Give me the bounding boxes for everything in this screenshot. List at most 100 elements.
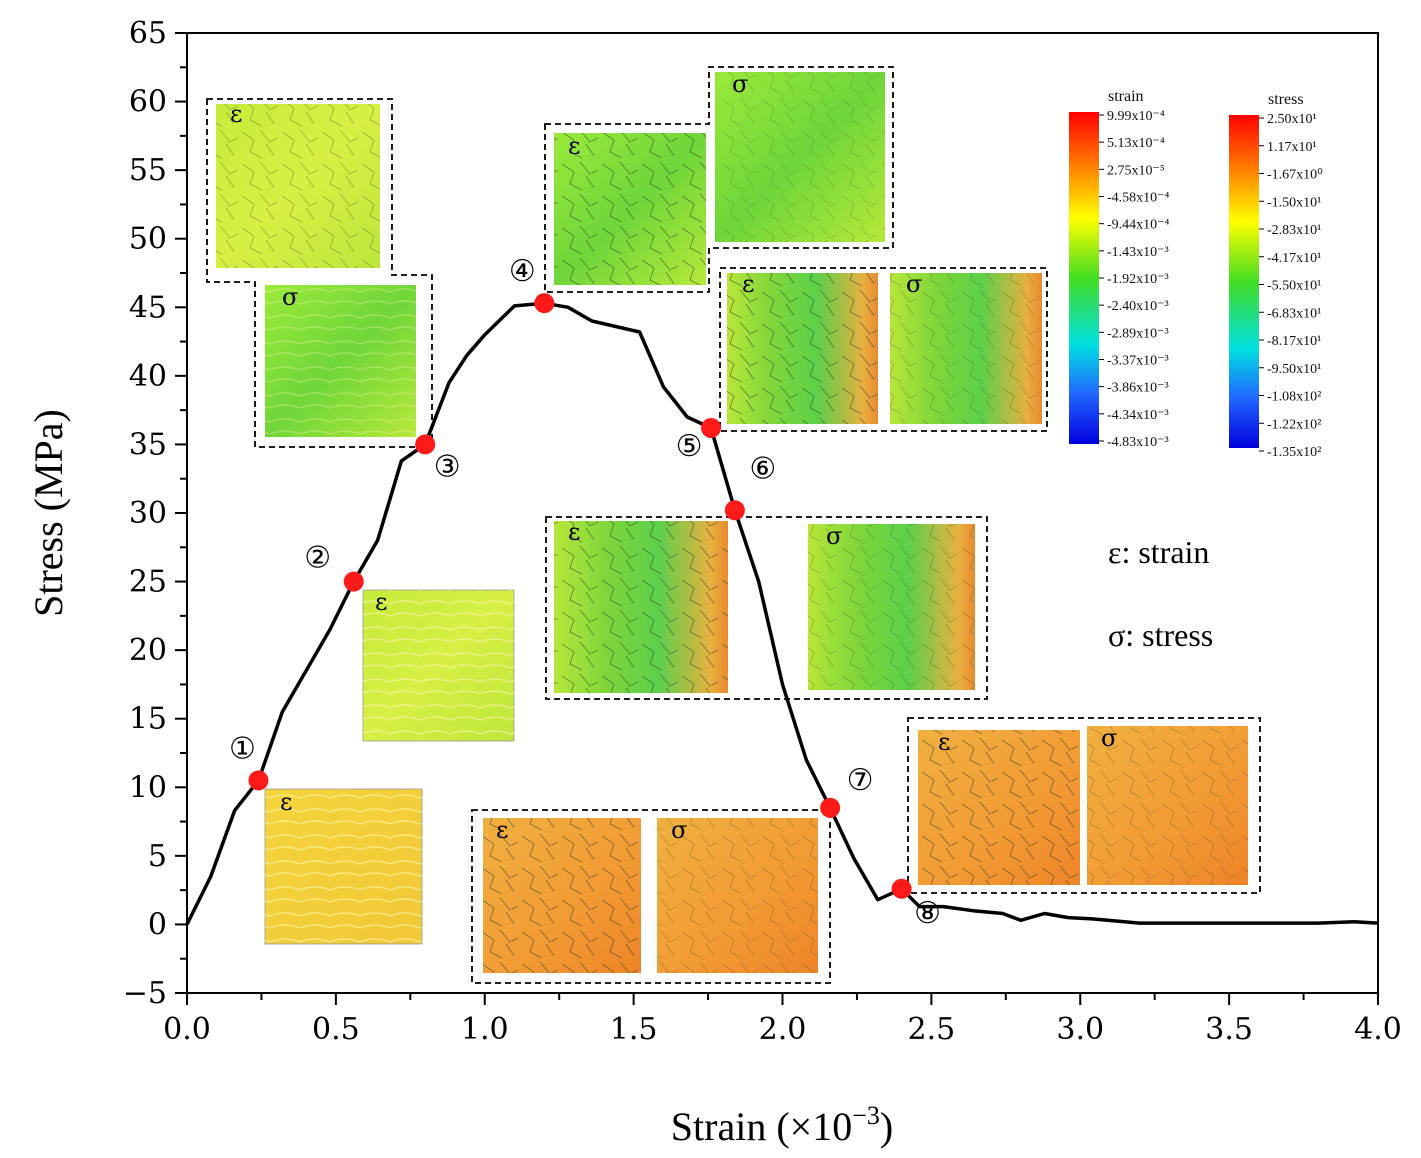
contour-texture xyxy=(715,72,885,242)
contour-texture xyxy=(363,590,514,741)
y-tick-label: 60 xyxy=(129,85,167,120)
colorbar-label: -8.17x10¹ xyxy=(1267,334,1321,349)
strain-colorbar: strain 9.99x10⁻⁴ 5.13x10⁻⁴ 2.75x10⁻⁵ -4.58x… xyxy=(1069,88,1170,450)
data-point-label: ⑥ xyxy=(749,451,776,486)
x-axis-title: Strain (×10−3) xyxy=(671,1101,893,1149)
contour-panels: ε ε ε σ ε σ xyxy=(206,66,1261,984)
colorbar-label: -3.37x10⁻³ xyxy=(1107,354,1169,369)
panel-epsilon-symbol: ε xyxy=(568,132,580,160)
y-axis-title: Stress (MPa) xyxy=(26,409,71,617)
colorbar-label: -4.83x10⁻³ xyxy=(1107,435,1169,450)
data-point-marker xyxy=(534,293,555,314)
colorbar-title: strain xyxy=(1108,88,1144,105)
panel-sigma-symbol: σ xyxy=(1101,724,1117,752)
y-tick-label: 55 xyxy=(129,153,167,188)
panel-sigma-symbol: σ xyxy=(732,70,748,98)
colorbar-label: 5.13x10⁻⁴ xyxy=(1107,136,1165,151)
key-stress: σ: stress xyxy=(1108,617,1213,653)
data-point-marker xyxy=(820,797,841,818)
contour-texture xyxy=(727,273,878,424)
y-tick-label: 40 xyxy=(129,359,167,394)
panel-sigma-symbol: σ xyxy=(906,270,922,298)
y-axis-ticks xyxy=(175,32,187,994)
data-point-marker xyxy=(701,417,722,438)
panel-dashed-border xyxy=(907,717,1261,894)
colorbar-label: -1.67x10⁰ xyxy=(1267,168,1323,183)
x-tick-label: 4.0 xyxy=(1354,1012,1402,1047)
colorbar-label: -1.92x10⁻³ xyxy=(1107,272,1169,287)
data-point-marker xyxy=(343,571,364,592)
y-tick-label: 30 xyxy=(129,496,167,531)
panel-sigma-symbol: σ xyxy=(671,816,687,844)
x-tick-label: 0.0 xyxy=(163,1012,211,1047)
contour-texture xyxy=(1087,726,1248,885)
panel-dashed-border xyxy=(545,516,988,700)
x-tick-label: 2.5 xyxy=(908,1012,956,1047)
panel-sigma-symbol: σ xyxy=(826,522,842,550)
x-tick-label: 0.5 xyxy=(312,1012,360,1047)
x-axis-ticks xyxy=(186,993,1379,1005)
data-point-label: ⑧ xyxy=(914,896,941,931)
data-point-label: ④ xyxy=(509,254,536,289)
panel-dashed-border xyxy=(719,267,1048,432)
panel-epsilon-symbol: ε xyxy=(230,100,242,128)
data-point-label: ⑦ xyxy=(847,763,874,798)
x-axis-title-close: ) xyxy=(880,1104,893,1149)
stress-colorbar: stress 2.50x10¹ 1.17x10¹ -1.67x10⁰ -1.50x10… xyxy=(1229,91,1323,460)
colorbar-label: 2.50x10¹ xyxy=(1267,112,1317,127)
colorbar-label: -4.17x10¹ xyxy=(1267,251,1321,266)
x-axis-tick-labels: 0.0 0.5 1.0 1.5 2.0 2.5 3.0 3.5 4.0 xyxy=(163,1012,1402,1047)
contour-texture xyxy=(216,104,380,268)
colorbar-label: -2.83x10¹ xyxy=(1267,223,1321,238)
contour-texture xyxy=(554,521,728,693)
panel-dashed-border xyxy=(544,66,894,293)
key-strain: ε: strain xyxy=(1108,534,1209,570)
panel-sigma-symbol: σ xyxy=(282,283,298,311)
x-axis-title-text: Strain (×10 xyxy=(671,1104,852,1149)
panel-dashed-border xyxy=(471,809,831,984)
colorbar-label: -2.89x10⁻³ xyxy=(1107,326,1169,341)
colorbar-label: -1.22x10² xyxy=(1267,417,1321,432)
colorbar-label: -1.43x10⁻³ xyxy=(1107,245,1169,260)
y-tick-label: 25 xyxy=(129,565,167,600)
data-point-label: ③ xyxy=(434,449,461,484)
colorbar-gradient xyxy=(1229,115,1259,448)
x-tick-label: 3.5 xyxy=(1205,1012,1253,1047)
data-point-marker xyxy=(248,770,269,791)
panel-point-4: ε σ xyxy=(544,66,894,293)
panel-point-2: ε xyxy=(362,588,515,742)
data-point-marker xyxy=(891,878,912,899)
colorbar-label: -1.08x10² xyxy=(1267,390,1321,405)
colorbar-label: -5.50x10¹ xyxy=(1267,279,1321,294)
colorbar-label: -1.50x10¹ xyxy=(1267,195,1321,210)
colorbar-label: -4.58x10⁻⁴ xyxy=(1107,191,1170,206)
colorbar-label: 2.75x10⁻⁵ xyxy=(1107,163,1165,178)
x-tick-label: 1.0 xyxy=(461,1012,509,1047)
colorbar-label: -9.50x10¹ xyxy=(1267,362,1321,377)
y-tick-label: 0 xyxy=(148,907,167,942)
colorbar-title: stress xyxy=(1268,91,1304,108)
data-point-label: ② xyxy=(304,541,331,576)
colorbar-label: -2.40x10⁻³ xyxy=(1107,299,1169,314)
contour-texture xyxy=(808,524,975,690)
panel-epsilon-symbol: ε xyxy=(742,270,754,298)
panel-epsilon-symbol: ε xyxy=(568,518,580,546)
y-tick-label: 10 xyxy=(129,770,167,805)
contour-texture xyxy=(890,273,1042,424)
data-point-marker xyxy=(415,434,436,455)
contour-texture xyxy=(918,730,1080,885)
colorbar-label: -6.83x10¹ xyxy=(1267,306,1321,321)
colorbar-label: -9.44x10⁻⁴ xyxy=(1107,218,1170,233)
colorbar-label: -3.86x10⁻³ xyxy=(1107,381,1169,396)
contour-texture xyxy=(265,285,416,437)
colorbar-label: -4.34x10⁻³ xyxy=(1107,408,1169,423)
panel-epsilon-symbol: ε xyxy=(938,728,950,756)
contour-texture xyxy=(265,789,422,944)
colorbar-label: -1.35x10² xyxy=(1267,445,1321,460)
panel-epsilon-symbol: ε xyxy=(375,588,387,616)
y-tick-label: 45 xyxy=(129,290,167,325)
panel-epsilon-symbol: ε xyxy=(280,788,292,816)
colorbar-gradient xyxy=(1069,112,1099,444)
y-axis-tick-labels: −5 0 5 10 15 20 25 30 35 40 45 50 55 60 65 xyxy=(123,16,167,1011)
